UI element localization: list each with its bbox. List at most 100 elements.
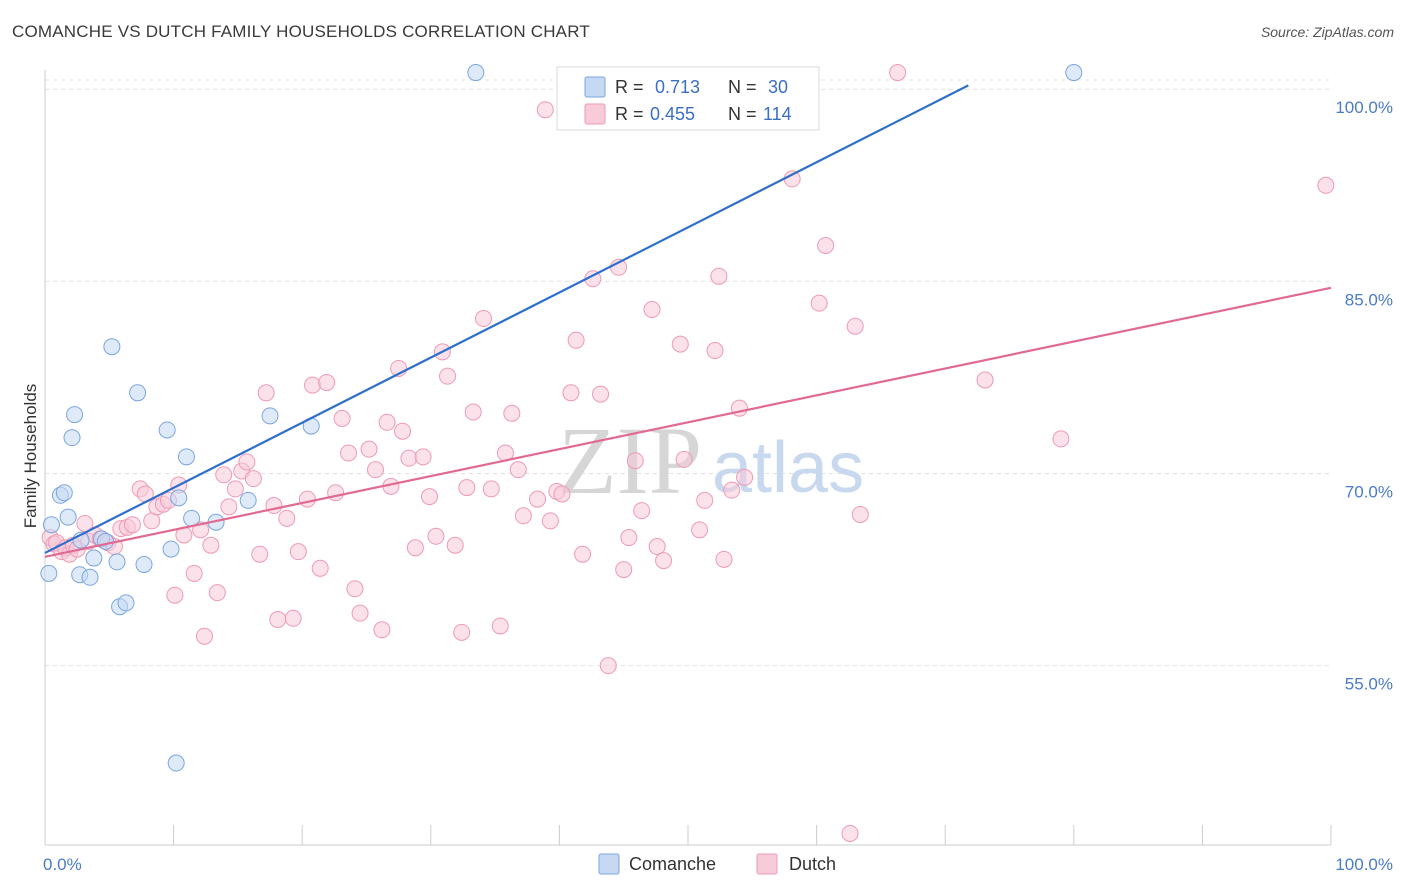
trend-line-dutch bbox=[44, 286, 1332, 558]
data-point-comanche bbox=[162, 540, 180, 558]
legend-r-label-comanche: R = bbox=[615, 77, 644, 97]
data-point-dutch bbox=[491, 617, 509, 635]
data-point-dutch bbox=[373, 621, 391, 639]
legend-swatch-dutch bbox=[584, 103, 606, 125]
legend-swatch-comanche bbox=[584, 76, 606, 98]
data-point-dutch bbox=[421, 488, 439, 506]
data-point-dutch bbox=[675, 450, 693, 468]
data-point-comanche bbox=[177, 448, 195, 466]
data-point-dutch bbox=[851, 506, 869, 524]
data-point-dutch bbox=[889, 64, 907, 82]
data-point-dutch bbox=[696, 491, 714, 509]
data-point-dutch bbox=[706, 342, 724, 360]
data-point-dutch bbox=[414, 448, 432, 466]
data-point-dutch bbox=[360, 440, 378, 458]
data-point-dutch bbox=[143, 512, 161, 530]
data-point-dutch bbox=[220, 498, 238, 516]
legend: R = 0.713 N = 30 R = 0.455 N = 114 bbox=[556, 66, 820, 131]
data-point-dutch bbox=[633, 502, 651, 520]
data-point-dutch bbox=[378, 413, 396, 431]
data-point-dutch bbox=[599, 657, 617, 675]
data-point-dutch bbox=[723, 481, 741, 499]
data-point-dutch bbox=[318, 374, 336, 392]
bottom-legend-comanche: Comanche bbox=[629, 854, 716, 874]
data-point-dutch bbox=[406, 539, 424, 557]
data-point-dutch bbox=[298, 490, 316, 508]
trend-lines bbox=[44, 84, 1332, 558]
data-point-dutch bbox=[475, 310, 493, 328]
data-points bbox=[40, 64, 1335, 842]
data-point-dutch bbox=[574, 545, 592, 563]
data-point-dutch bbox=[439, 367, 457, 385]
data-point-dutch bbox=[671, 335, 689, 353]
data-point-dutch bbox=[400, 449, 418, 467]
data-point-dutch bbox=[810, 294, 828, 312]
data-point-dutch bbox=[482, 480, 500, 498]
data-point-dutch bbox=[208, 584, 226, 602]
data-point-dutch bbox=[346, 580, 364, 598]
data-point-dutch bbox=[509, 461, 527, 479]
data-point-dutch bbox=[289, 543, 307, 561]
data-point-comanche bbox=[85, 549, 103, 567]
series-comanche bbox=[40, 64, 1083, 772]
data-point-dutch bbox=[976, 371, 994, 389]
trend-line-comanche bbox=[44, 84, 969, 554]
y-tick-label: 55.0% bbox=[1345, 675, 1393, 694]
data-point-comanche bbox=[117, 594, 135, 612]
y-tick-label: 100.0% bbox=[1335, 98, 1393, 117]
bottom-legend-dutch: Dutch bbox=[789, 854, 836, 874]
data-point-dutch bbox=[446, 536, 464, 554]
data-point-dutch bbox=[736, 468, 754, 486]
chart-source: Source: ZipAtlas.com bbox=[1260, 24, 1394, 40]
data-point-dutch bbox=[257, 384, 275, 402]
legend-n-value-dutch: 114 bbox=[763, 104, 792, 124]
data-point-comanche bbox=[170, 489, 188, 507]
legend-r-value-dutch: 0.455 bbox=[650, 104, 695, 124]
data-point-dutch bbox=[339, 444, 357, 462]
bottom-legend-swatch-dutch bbox=[756, 853, 778, 875]
data-point-dutch bbox=[514, 507, 532, 525]
data-point-dutch bbox=[311, 559, 329, 577]
data-point-dutch bbox=[464, 403, 482, 421]
data-point-dutch bbox=[553, 485, 571, 503]
data-point-dutch bbox=[226, 480, 244, 498]
data-point-dutch bbox=[76, 514, 94, 532]
data-point-dutch bbox=[244, 470, 262, 488]
axes bbox=[44, 70, 1332, 846]
legend-r-label-dutch: R = bbox=[615, 104, 644, 124]
x-tick-label-max: 100.0% bbox=[1335, 855, 1393, 874]
series-dutch bbox=[41, 64, 1335, 842]
legend-r-value-comanche: 0.713 bbox=[655, 77, 700, 97]
data-point-dutch bbox=[592, 385, 610, 403]
data-point-dutch bbox=[536, 101, 554, 119]
data-point-comanche bbox=[96, 532, 114, 550]
y-axis-label: Family Households bbox=[21, 384, 40, 529]
data-point-dutch bbox=[1317, 176, 1335, 194]
y-tick-labels: 55.0% 70.0% 85.0% 100.0% bbox=[1335, 98, 1393, 693]
data-point-dutch bbox=[333, 409, 351, 427]
data-point-comanche bbox=[103, 338, 121, 356]
chart-title: COMANCHE VS DUTCH FAMILY HOUSEHOLDS CORR… bbox=[12, 22, 590, 41]
data-point-dutch bbox=[541, 512, 559, 530]
data-point-dutch bbox=[620, 529, 638, 547]
bottom-legend: Comanche Dutch bbox=[598, 853, 836, 875]
data-point-dutch bbox=[615, 561, 633, 579]
data-point-dutch bbox=[715, 550, 733, 568]
data-point-dutch bbox=[710, 267, 728, 285]
data-point-dutch bbox=[215, 466, 233, 484]
bottom-legend-swatch-comanche bbox=[598, 853, 620, 875]
data-point-comanche bbox=[158, 421, 176, 439]
data-point-dutch bbox=[1052, 430, 1070, 448]
data-point-dutch bbox=[202, 536, 220, 554]
data-point-dutch bbox=[846, 317, 864, 335]
data-point-dutch bbox=[303, 376, 321, 394]
data-point-dutch bbox=[817, 236, 835, 254]
data-point-dutch bbox=[195, 627, 213, 645]
data-point-dutch bbox=[626, 452, 644, 470]
data-point-comanche bbox=[63, 429, 81, 447]
data-point-dutch bbox=[453, 623, 471, 641]
data-point-dutch bbox=[503, 404, 521, 422]
data-point-dutch bbox=[123, 516, 141, 534]
data-point-dutch bbox=[783, 170, 801, 188]
